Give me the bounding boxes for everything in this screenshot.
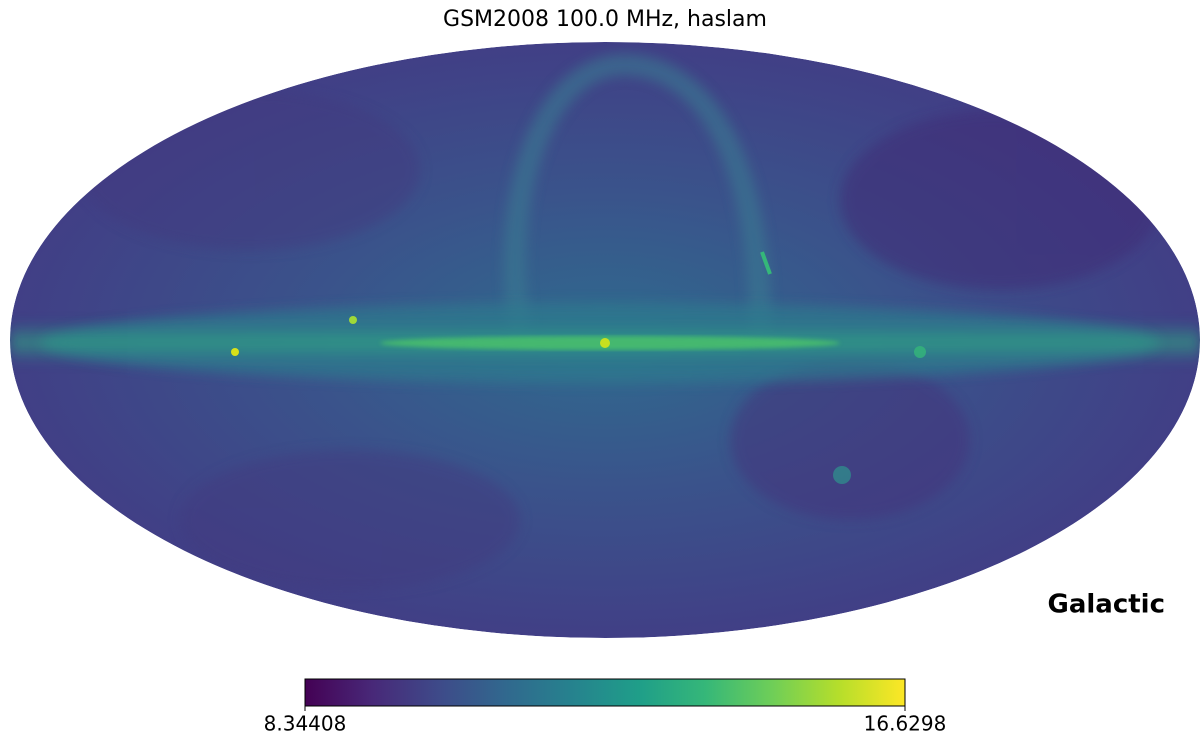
chart: GSM2008 100.0 MHz, haslam Galactic 8.344… [0,0,1200,737]
colorbar-tick-label: 8.34408 [264,712,347,736]
coord-label: Galactic [1047,590,1165,620]
colorbar-tick-label: 16.6298 [864,712,947,736]
colorbar [305,679,905,706]
sky-map [10,42,1200,638]
chart-title: GSM2008 100.0 MHz, haslam [443,7,767,32]
